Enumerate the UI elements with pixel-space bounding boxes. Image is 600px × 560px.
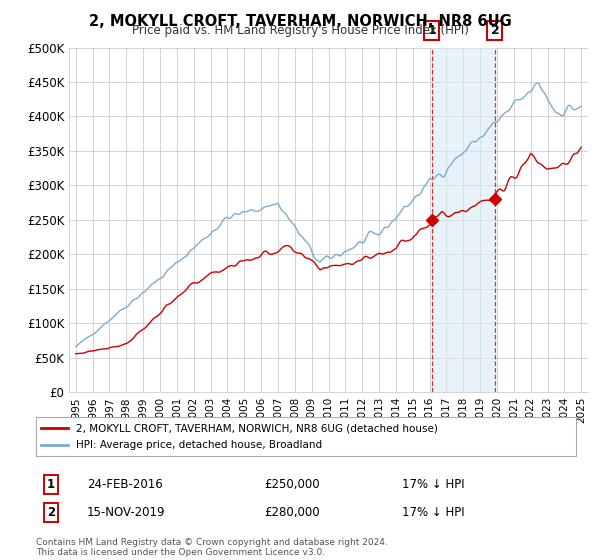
Text: 15-NOV-2019: 15-NOV-2019	[87, 506, 166, 519]
Text: 1: 1	[47, 478, 55, 491]
Text: Price paid vs. HM Land Registry's House Price Index (HPI): Price paid vs. HM Land Registry's House …	[131, 24, 469, 37]
Text: 2, MOKYLL CROFT, TAVERHAM, NORWICH, NR8 6UG: 2, MOKYLL CROFT, TAVERHAM, NORWICH, NR8 …	[89, 14, 511, 29]
Text: HPI: Average price, detached house, Broadland: HPI: Average price, detached house, Broa…	[77, 440, 323, 450]
Text: 17% ↓ HPI: 17% ↓ HPI	[402, 506, 464, 519]
Text: £280,000: £280,000	[264, 506, 320, 519]
Text: £250,000: £250,000	[264, 478, 320, 491]
Text: 17% ↓ HPI: 17% ↓ HPI	[402, 478, 464, 491]
Text: Contains HM Land Registry data © Crown copyright and database right 2024.
This d: Contains HM Land Registry data © Crown c…	[36, 538, 388, 557]
Text: 2: 2	[491, 24, 499, 38]
Text: 2, MOKYLL CROFT, TAVERHAM, NORWICH, NR8 6UG (detached house): 2, MOKYLL CROFT, TAVERHAM, NORWICH, NR8 …	[77, 423, 439, 433]
Text: 1: 1	[427, 24, 436, 38]
Text: 24-FEB-2016: 24-FEB-2016	[87, 478, 163, 491]
Text: 2: 2	[47, 506, 55, 519]
Bar	[431, 48, 495, 392]
